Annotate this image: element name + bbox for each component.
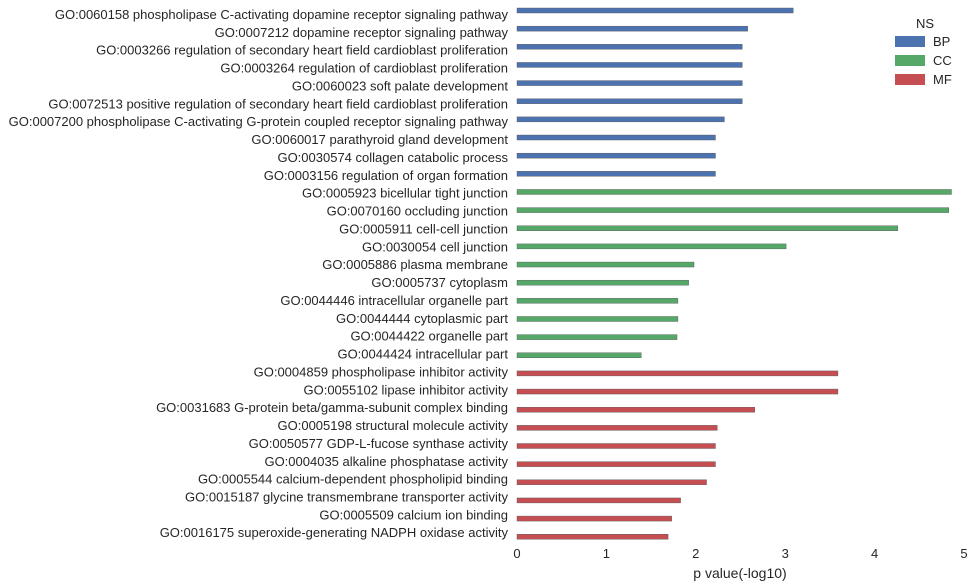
legend: NS BP CC MF xyxy=(895,16,952,87)
y-tick-label: GO:0003264 regulation of cardioblast pro… xyxy=(220,61,508,76)
x-tick-label: 0 xyxy=(513,546,520,561)
bar-7 xyxy=(516,116,725,123)
legend-title: NS xyxy=(916,16,934,31)
y-tick-label: GO:0050577 GDP-L-fucose synthase activit… xyxy=(249,436,509,451)
bar-19 xyxy=(516,334,678,340)
x-tick-label: 4 xyxy=(871,546,878,561)
bar-18 xyxy=(516,316,679,322)
y-tick-label: GO:0003266 regulation of secondary heart… xyxy=(96,43,508,58)
bar-30 xyxy=(516,534,669,540)
bar-23 xyxy=(516,407,756,413)
y-tick-label: GO:0030574 collagen catabolic process xyxy=(277,150,508,165)
y-tick-label: GO:0005737 cytoplasm xyxy=(371,275,508,290)
bar-20 xyxy=(516,352,642,358)
legend-label-mf: MF xyxy=(933,72,952,87)
bar-6 xyxy=(516,98,743,104)
bar-24 xyxy=(516,425,718,431)
bar-22 xyxy=(516,388,839,395)
y-tick-labels: GO:0060158 phospholipase C-activating do… xyxy=(9,7,509,540)
x-tick-label: 3 xyxy=(782,546,789,561)
bar-1 xyxy=(516,7,794,14)
x-tick-label: 5 xyxy=(960,546,967,561)
bar-14 xyxy=(516,243,787,250)
legend-label-cc: CC xyxy=(933,53,952,68)
x-axis-label: p value(-log10) xyxy=(693,565,786,581)
bar-21 xyxy=(516,370,839,377)
y-tick-label: GO:0015187 glycine transmembrane transpo… xyxy=(185,489,508,504)
bar-25 xyxy=(516,443,716,449)
bar-3 xyxy=(516,44,743,50)
y-tick-label: GO:0044424 intracellular part xyxy=(337,347,508,362)
y-tick-label: GO:0060023 soft palate development xyxy=(292,78,508,93)
y-tick-label: GO:0005923 bicellular tight junction xyxy=(302,186,508,201)
legend-swatch-bp xyxy=(895,36,925,47)
bar-27 xyxy=(516,479,707,485)
bar-15 xyxy=(516,261,695,268)
y-tick-label: GO:0005198 structural molecule activity xyxy=(278,418,509,433)
y-tick-label: GO:0072513 positive regulation of second… xyxy=(48,96,508,111)
bar-28 xyxy=(516,497,681,504)
bar-26 xyxy=(516,461,716,467)
bar-5 xyxy=(516,80,743,86)
y-tick-label: GO:0007200 phospholipase C-activating G-… xyxy=(9,114,509,129)
bar-10 xyxy=(516,171,716,177)
y-tick-label: GO:0044446 intracellular organelle part xyxy=(280,293,508,308)
y-tick-label: GO:0004035 alkaline phosphatase activity xyxy=(264,454,508,469)
x-tick-labels: 0 1 2 3 4 5 xyxy=(513,546,967,561)
bar-13 xyxy=(516,225,899,231)
legend-swatch-mf xyxy=(895,74,925,85)
bars-layer xyxy=(516,7,952,540)
bar-17 xyxy=(516,298,679,304)
y-tick-label: GO:0005544 calcium-dependent phospholipi… xyxy=(198,472,508,487)
bar-11 xyxy=(516,189,952,195)
y-tick-label: GO:0044444 cytoplasmic part xyxy=(336,311,508,326)
x-tick-label: 1 xyxy=(603,546,610,561)
legend-swatch-cc xyxy=(895,55,925,66)
y-tick-label: GO:0016175 superoxide-generating NADPH o… xyxy=(160,525,509,540)
bar-12 xyxy=(516,207,950,213)
y-tick-label: GO:0030054 cell junction xyxy=(362,239,508,254)
y-tick-label: GO:0005886 plasma membrane xyxy=(322,257,508,272)
bar-9 xyxy=(516,152,716,159)
y-tick-label: GO:0060017 parathyroid gland development xyxy=(251,132,508,147)
legend-label-bp: BP xyxy=(933,34,950,49)
bar-16 xyxy=(516,279,689,286)
bar-29 xyxy=(516,515,672,522)
y-tick-label: GO:0044422 organelle part xyxy=(350,329,508,344)
y-tick-label: GO:0005509 calcium ion binding xyxy=(319,507,508,522)
bar-4 xyxy=(516,62,743,68)
y-tick-label: GO:0003156 regulation of organ formation xyxy=(264,168,508,183)
y-tick-label: GO:0060158 phospholipase C-activating do… xyxy=(55,7,509,22)
y-tick-label: GO:0031683 G-protein beta/gamma-subunit … xyxy=(156,400,508,415)
x-tick-label: 2 xyxy=(692,546,699,561)
bar-8 xyxy=(516,134,716,141)
bar-2 xyxy=(516,25,748,32)
y-tick-label: GO:0004859 phospholipase inhibitor activ… xyxy=(254,364,509,379)
y-tick-label: GO:0055102 lipase inhibitor activity xyxy=(303,382,508,397)
y-tick-label: GO:0070160 occluding junction xyxy=(327,204,508,219)
y-tick-label: GO:0007212 dopamine receptor signaling p… xyxy=(215,25,509,40)
y-tick-label: GO:0005911 cell-cell junction xyxy=(339,221,508,236)
